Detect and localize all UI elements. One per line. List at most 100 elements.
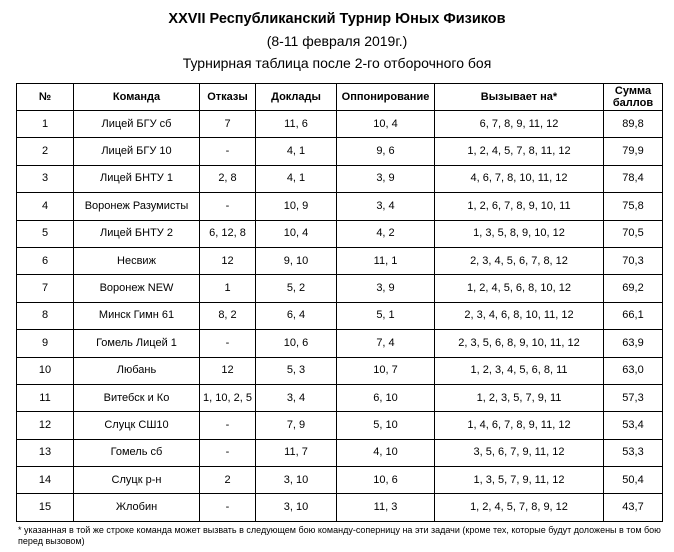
cell-team: Несвиж	[73, 246, 200, 276]
header-row: № Команда Отказы Доклады Оппонирование В…	[16, 83, 663, 111]
cell-num: 4	[16, 192, 74, 221]
header-refusals: Отказы	[199, 83, 256, 111]
footnote: * указанная в той же строке команда може…	[18, 525, 661, 546]
cell-sum: 69,2	[603, 274, 663, 303]
cell-team: Минск Гимн 61	[73, 301, 200, 331]
cell-sum: 78,4	[603, 164, 663, 194]
cell-reports: 6, 4	[255, 301, 337, 331]
cell-num: 14	[16, 466, 74, 495]
cell-opposition: 11, 1	[336, 246, 435, 276]
cell-sum: 66,1	[603, 301, 663, 331]
cell-reports: 11, 7	[255, 438, 337, 468]
cell-sum: 53,3	[603, 438, 663, 468]
header-sum-line2: баллов	[612, 97, 654, 109]
cell-challenges: 2, 3, 5, 6, 8, 9, 10, 11, 12	[434, 329, 604, 358]
table-subtitle: Турнирная таблица после 2-го отборочного…	[182, 55, 492, 71]
cell-challenges: 1, 2, 4, 5, 7, 8, 11, 12	[434, 137, 604, 166]
cell-sum: 63,0	[603, 356, 663, 385]
table-row: 15 Жлобин -3, 10 11, 3 1, 2, 4, 5, 7, 8, 9, …	[16, 493, 663, 522]
table-row: 13 Гомель сб -11, 7 4, 10 3, 5, 6, 7, 9, 11,…	[16, 438, 663, 468]
cell-num: 11	[16, 383, 74, 413]
header-challenges: Вызывает на*	[434, 83, 604, 111]
cell-opposition: 5, 10	[336, 411, 435, 440]
header-sum-line1: Сумма	[614, 85, 652, 97]
cell-sum: 70,3	[603, 246, 663, 276]
cell-num: 12	[16, 411, 74, 440]
cell-refusals: 12	[199, 356, 256, 385]
table-row: 10 Любань 12 5, 3 10, 7 1, 2, 3, 4, 5, 6, 8, …	[16, 356, 663, 385]
cell-reports: 7, 9	[255, 411, 337, 440]
cell-sum: 57,3	[603, 383, 663, 413]
cell-reports: 5, 3	[255, 356, 337, 385]
cell-reports: 10, 6	[255, 329, 337, 358]
cell-opposition: 3, 9	[336, 164, 435, 194]
cell-opposition: 5, 1	[336, 301, 435, 331]
cell-challenges: 1, 2, 3, 5, 7, 9, 11	[434, 383, 604, 413]
cell-refusals: 1	[199, 274, 256, 303]
cell-sum: 43,7	[603, 493, 663, 522]
cell-team: Лицей БГУ сб	[73, 109, 200, 139]
table-row: 1 Лицей БГУ сб 7 11, 6 10, 4 6, 7, 8, 9, 11, …	[16, 109, 663, 139]
cell-num: 6	[16, 246, 74, 276]
cell-challenges: 1, 3, 5, 8, 9, 10, 12	[434, 219, 604, 248]
cell-challenges: 1, 2, 4, 5, 7, 8, 9, 12	[434, 493, 604, 522]
table-row: 9 Гомель Лицей 1-10, 6 7, 4 2, 3, 5, 6, 8, …	[16, 329, 663, 358]
cell-num: 15	[16, 493, 74, 522]
cell-challenges: 2, 3, 4, 5, 6, 7, 8, 12	[434, 246, 604, 276]
cell-refusals: -	[199, 329, 256, 358]
cell-challenges: 6, 7, 8, 9, 11, 12	[434, 109, 604, 139]
cell-refusals: 7	[199, 109, 256, 139]
cell-refusals: -	[199, 192, 256, 221]
table-row: 6 Несвиж 12 9, 10 11, 1 2, 3, 4, 5, 6, 7, 8, …	[16, 246, 663, 276]
table-row: 11 Витебск и Ко 1, 10, 2, 5 3, 4 6, 10 1, 2, …	[16, 383, 663, 413]
cell-reports: 5, 2	[255, 274, 337, 303]
standings-table: № Команда Отказы Доклады Оппонирование В…	[16, 83, 663, 522]
cell-team: Любань	[73, 356, 200, 385]
cell-num: 9	[16, 329, 74, 358]
cell-num: 8	[16, 301, 74, 331]
cell-refusals: -	[199, 493, 256, 522]
cell-reports: 3, 4	[255, 383, 337, 413]
header-reports: Доклады	[255, 83, 337, 111]
cell-num: 3	[16, 164, 74, 194]
cell-num: 10	[16, 356, 74, 385]
cell-opposition: 10, 7	[336, 356, 435, 385]
cell-opposition: 11, 3	[336, 493, 435, 522]
table-row: 4 Воронеж Разумисты -10, 9 3, 4 1, 2, 6, 7, …	[16, 192, 663, 221]
cell-team: Жлобин	[73, 493, 200, 522]
cell-reports: 3, 10	[255, 466, 337, 495]
cell-challenges: 1, 4, 6, 7, 8, 9, 11, 12	[434, 411, 604, 440]
cell-challenges: 2, 3, 4, 6, 8, 10, 11, 12	[434, 301, 604, 331]
cell-reports: 10, 4	[255, 219, 337, 248]
cell-challenges: 1, 3, 5, 7, 9, 11, 12	[434, 466, 604, 495]
cell-sum: 63,9	[603, 329, 663, 358]
tournament-title: XXVII Республиканский Турнир Юных Физико…	[168, 11, 506, 27]
cell-sum: 79,9	[603, 137, 663, 166]
cell-refusals: -	[199, 438, 256, 468]
table-row: 8 Минск Гимн 61 8, 2 6, 4 5, 1 2, 3, 4, 6, 8,…	[16, 301, 663, 331]
cell-num: 2	[16, 137, 74, 166]
cell-challenges: 1, 2, 4, 5, 6, 8, 10, 12	[434, 274, 604, 303]
cell-team: Лицей БНТУ 1	[73, 164, 200, 194]
cell-challenges: 1, 2, 3, 4, 5, 6, 8, 11	[434, 356, 604, 385]
table-row: 14 Слуцк р-н 2 3, 10 10, 6 1, 3, 5, 7, 9, 11,…	[16, 466, 663, 495]
cell-reports: 4, 1	[255, 164, 337, 194]
header-opposition: Оппонирование	[336, 83, 435, 111]
cell-reports: 11, 6	[255, 109, 337, 139]
standings-body: 1 Лицей БГУ сб 7 11, 6 10, 4 6, 7, 8, 9, 11, …	[16, 109, 663, 522]
cell-refusals: 8, 2	[199, 301, 256, 331]
header-num: №	[16, 83, 74, 111]
cell-team: Слуцк р-н	[73, 466, 200, 495]
cell-opposition: 10, 6	[336, 466, 435, 495]
cell-challenges: 4, 6, 7, 8, 10, 11, 12	[434, 164, 604, 194]
cell-team: Лицей БГУ 10	[73, 137, 200, 166]
cell-reports: 10, 9	[255, 192, 337, 221]
cell-sum: 70,5	[603, 219, 663, 248]
table-row: 3 Лицей БНТУ 1 2, 8 4, 1 3, 9 4, 6, 7, 8, 10,…	[16, 164, 663, 194]
cell-opposition: 3, 4	[336, 192, 435, 221]
cell-opposition: 7, 4	[336, 329, 435, 358]
cell-team: Витебск и Ко	[73, 383, 200, 413]
cell-refusals: 12	[199, 246, 256, 276]
cell-reports: 4, 1	[255, 137, 337, 166]
cell-sum: 50,4	[603, 466, 663, 495]
